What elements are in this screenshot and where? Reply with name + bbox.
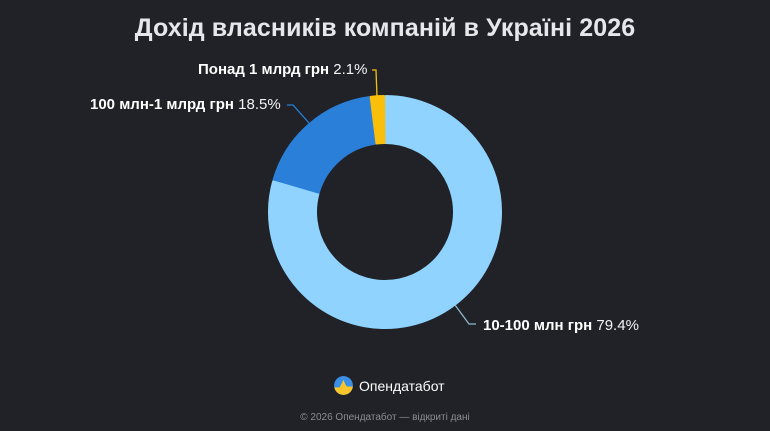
brand-name: Опендатабот bbox=[359, 377, 445, 394]
label-category: 100 млн-1 млрд грн bbox=[90, 96, 234, 113]
leader-line-100m-1bn bbox=[287, 104, 310, 124]
label-over-1bn: Понад 1 млрд грн 2.1% bbox=[198, 61, 368, 78]
label-category: Понад 1 млрд грн bbox=[198, 61, 330, 78]
segment-10-100m bbox=[268, 95, 502, 329]
chart-title: Дохід власників компаній в Україні 2026 bbox=[134, 14, 636, 42]
label-category: 10-100 млн грн bbox=[483, 317, 593, 334]
brand: Опендатабот bbox=[334, 376, 445, 395]
label-10-100m: 10-100 млн грн 79.4% bbox=[483, 317, 639, 334]
leader-line-over-1bn bbox=[372, 69, 378, 98]
label-100m-1bn: 100 млн-1 млрд грн 18.5% bbox=[90, 96, 281, 113]
segment-over-1bn bbox=[369, 95, 386, 145]
label-percent: 18.5% bbox=[238, 96, 281, 113]
label-percent: 2.1% bbox=[333, 61, 368, 78]
segment-100m-1bn bbox=[272, 96, 377, 194]
footer-copyright: © 2026 Опендатабот — відкриті дані bbox=[300, 412, 470, 423]
leader-line-10-100m bbox=[454, 304, 476, 325]
label-percent: 79.4% bbox=[596, 317, 639, 334]
opendatabot-logo-icon bbox=[334, 376, 353, 395]
